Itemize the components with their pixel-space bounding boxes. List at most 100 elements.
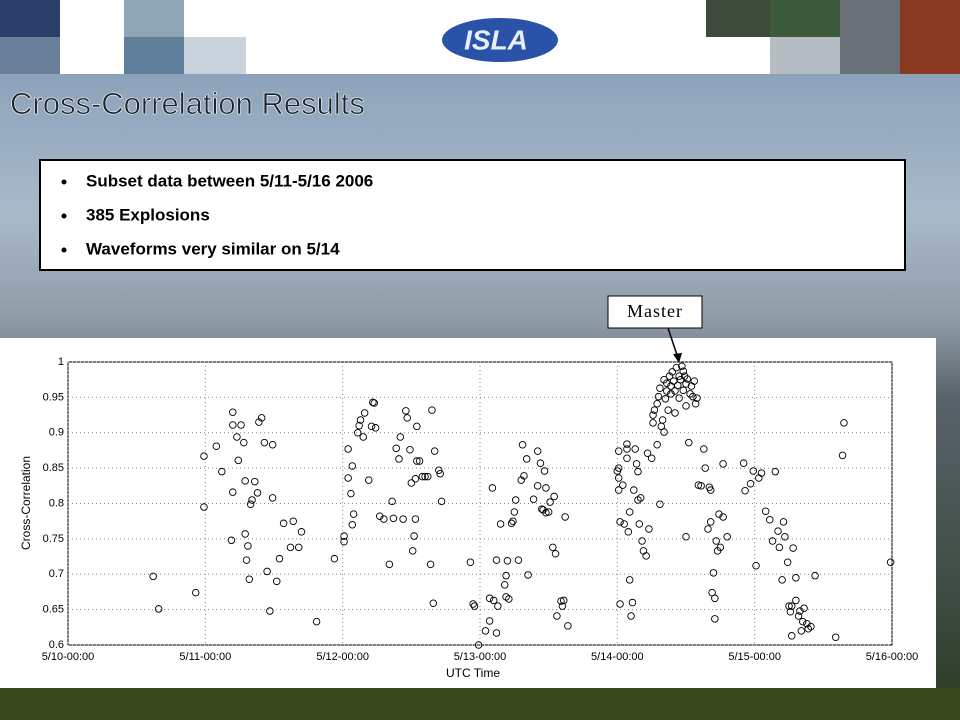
y-tick-label: 0.95 — [43, 391, 64, 403]
point — [418, 472, 427, 481]
point — [779, 518, 788, 526]
point — [492, 556, 501, 564]
point — [481, 627, 490, 635]
point — [634, 467, 642, 476]
point — [682, 533, 690, 541]
point — [488, 484, 497, 492]
arrow-head — [673, 353, 682, 363]
point — [789, 544, 797, 552]
point — [411, 474, 420, 483]
point — [492, 629, 501, 637]
point — [396, 433, 405, 441]
banner-tile — [124, 37, 184, 74]
point — [684, 438, 693, 447]
x-tick-label: 5/12-00:00 — [316, 651, 369, 663]
point — [407, 479, 416, 487]
point — [469, 600, 477, 608]
point — [631, 445, 639, 453]
point — [691, 399, 700, 408]
point — [402, 407, 410, 415]
point — [294, 543, 303, 552]
point — [514, 556, 523, 564]
point — [614, 464, 623, 472]
point — [242, 556, 251, 564]
point — [746, 479, 755, 488]
y-tick-label: 0.7 — [49, 568, 64, 580]
point — [411, 515, 420, 523]
point — [623, 454, 631, 462]
point — [413, 422, 421, 431]
point — [511, 496, 520, 504]
point — [669, 377, 678, 385]
point — [229, 421, 237, 429]
point — [682, 402, 690, 410]
point — [643, 449, 652, 458]
point — [369, 398, 377, 407]
point — [268, 441, 277, 449]
point — [344, 474, 352, 482]
point — [628, 598, 637, 607]
point — [636, 494, 645, 502]
banner-tile — [124, 0, 184, 37]
point — [517, 476, 525, 484]
point — [429, 599, 438, 608]
point — [787, 602, 796, 610]
point — [704, 525, 712, 533]
point — [380, 515, 388, 523]
y-tick-label: 0.8 — [49, 497, 64, 509]
point — [624, 528, 633, 536]
y-tick-label: 0.65 — [43, 604, 64, 616]
point — [653, 441, 661, 449]
point — [371, 424, 380, 432]
point — [625, 508, 634, 516]
point — [392, 444, 400, 453]
point — [811, 571, 819, 580]
point — [719, 513, 727, 521]
point — [348, 520, 357, 529]
point — [690, 377, 698, 385]
point — [678, 362, 686, 370]
point — [355, 421, 363, 430]
point — [388, 497, 396, 506]
point — [792, 574, 800, 582]
point — [766, 516, 774, 524]
point — [344, 445, 352, 453]
point — [561, 513, 569, 521]
point — [630, 486, 638, 494]
point — [524, 571, 532, 579]
point — [665, 372, 674, 380]
point — [649, 411, 657, 419]
annotation: Master — [627, 301, 683, 321]
point — [510, 508, 519, 516]
point — [783, 558, 792, 566]
point — [700, 445, 708, 453]
point — [435, 466, 443, 474]
point — [500, 581, 509, 589]
point — [757, 469, 766, 477]
annotation-arrow — [667, 327, 679, 359]
point — [237, 421, 245, 429]
point — [623, 440, 631, 448]
point — [257, 414, 266, 422]
point — [485, 617, 494, 625]
point — [614, 474, 623, 482]
point — [191, 588, 200, 597]
point — [503, 557, 512, 565]
banner-tile — [0, 0, 60, 37]
point — [672, 363, 681, 372]
point — [558, 602, 567, 610]
point — [792, 596, 800, 605]
point — [522, 455, 531, 463]
point — [664, 406, 672, 414]
point — [436, 470, 444, 478]
banner-tile — [706, 0, 770, 37]
bullet-text: Subset data between 5/11-5/16 2006 — [86, 171, 373, 190]
point — [711, 594, 719, 603]
point — [212, 442, 221, 450]
point — [632, 460, 641, 468]
point — [761, 507, 770, 516]
x-axis-label: UTC Time — [446, 666, 500, 680]
point — [279, 519, 288, 528]
point — [415, 457, 424, 465]
